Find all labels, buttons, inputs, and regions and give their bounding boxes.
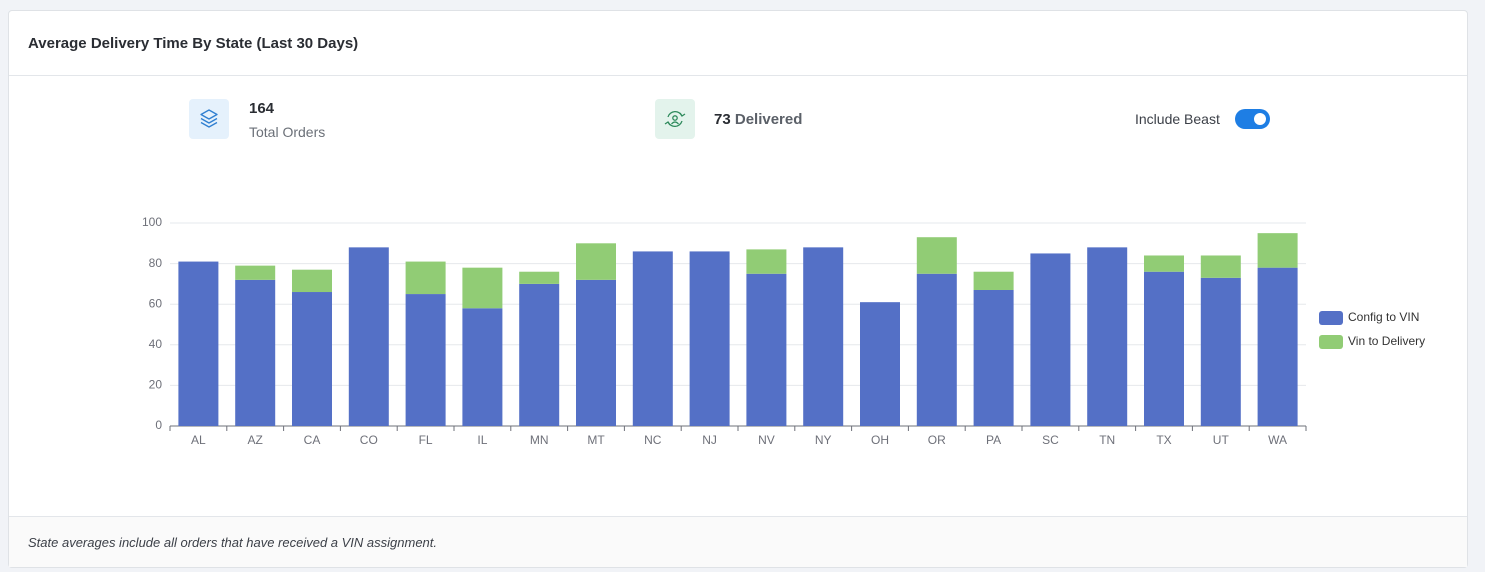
x-tick-label: TN [1099, 433, 1115, 447]
bar-segment [1144, 271, 1184, 426]
bar-segment [1257, 233, 1298, 268]
x-tick-label: AL [191, 433, 206, 447]
x-tick-label: MN [530, 433, 549, 447]
layers-icon [200, 109, 218, 128]
bar-segment [973, 271, 1014, 290]
y-tick-label: 100 [142, 215, 162, 229]
bar-segment [292, 292, 332, 426]
bar-segment [916, 237, 957, 274]
bar-segment [632, 251, 673, 426]
legend-swatch [1319, 335, 1343, 349]
legend-swatch [1319, 311, 1343, 325]
footer-note: State averages include all orders that h… [28, 535, 438, 550]
bar-segment [803, 247, 844, 426]
orders-icon [189, 99, 229, 139]
bar-segment [519, 283, 560, 426]
y-tick-label: 0 [155, 418, 162, 432]
bar-segment [235, 265, 276, 280]
bar-segment [746, 249, 787, 274]
x-tick-label: UT [1213, 433, 1230, 447]
bar-segment [576, 243, 616, 280]
bar-segment [746, 273, 787, 426]
card-footer: State averages include all orders that h… [9, 516, 1467, 567]
bar-segment [462, 267, 503, 309]
x-tick-label: AZ [248, 433, 263, 447]
x-tick-label: IL [477, 433, 487, 447]
bar-segment [405, 261, 446, 295]
legend-label: Config to VIN [1348, 310, 1419, 324]
stat-value: 73 [714, 111, 731, 128]
bar-segment [235, 279, 276, 426]
x-tick-label: NJ [702, 433, 717, 447]
bar-segment [689, 251, 730, 426]
bar-segment [1144, 255, 1184, 272]
bar-segment [860, 302, 900, 426]
bar-segment [916, 273, 957, 426]
card-header: Average Delivery Time By State (Last 30 … [9, 11, 1467, 76]
stat-label: Delivered [734, 111, 803, 128]
bar-segment [462, 308, 503, 426]
stat-value: 164 [249, 100, 275, 117]
legend-label: Vin to Delivery [1348, 334, 1425, 348]
y-tick-label: 40 [149, 337, 163, 351]
x-tick-label: NY [815, 433, 832, 447]
bar-segment [973, 289, 1014, 426]
x-tick-label: WA [1268, 433, 1287, 447]
bar-segment [178, 261, 219, 426]
x-tick-label: OH [871, 433, 889, 447]
x-tick-label: MT [587, 433, 605, 447]
bar-segment [576, 279, 616, 426]
y-tick-label: 20 [149, 378, 163, 392]
bar-segment [519, 271, 560, 284]
y-tick-label: 80 [149, 256, 163, 270]
x-tick-label: CO [360, 433, 378, 447]
x-tick-label: NC [644, 433, 662, 447]
card-title: Average Delivery Time By State (Last 30 … [28, 35, 359, 52]
x-tick-label: OR [928, 433, 946, 447]
x-tick-label: CA [304, 433, 321, 447]
stat-label: Total Orders [249, 124, 326, 140]
bar-segment [292, 269, 332, 293]
bar-segment [1200, 255, 1241, 278]
refresh-icon [664, 111, 686, 127]
x-tick-label: SC [1042, 433, 1059, 447]
bar-segment [405, 294, 446, 426]
y-tick-label: 60 [149, 296, 163, 310]
bar-segment [1030, 253, 1071, 426]
x-tick-label: PA [986, 433, 1001, 447]
bar-segment [1087, 247, 1128, 426]
bar-segment [348, 247, 389, 426]
toggle-knob [1254, 113, 1266, 125]
delivered-stat: 73 Delivered [714, 111, 802, 128]
x-tick-label: FL [419, 433, 433, 447]
toggle-switch[interactable] [1235, 109, 1270, 129]
bar-segment [1257, 267, 1298, 426]
x-tick-label: TX [1156, 433, 1171, 447]
delivered-icon [655, 99, 695, 139]
bar-segment [1200, 277, 1241, 426]
toggle-label: Include Beast [1135, 111, 1220, 127]
x-tick-label: NV [758, 433, 775, 447]
